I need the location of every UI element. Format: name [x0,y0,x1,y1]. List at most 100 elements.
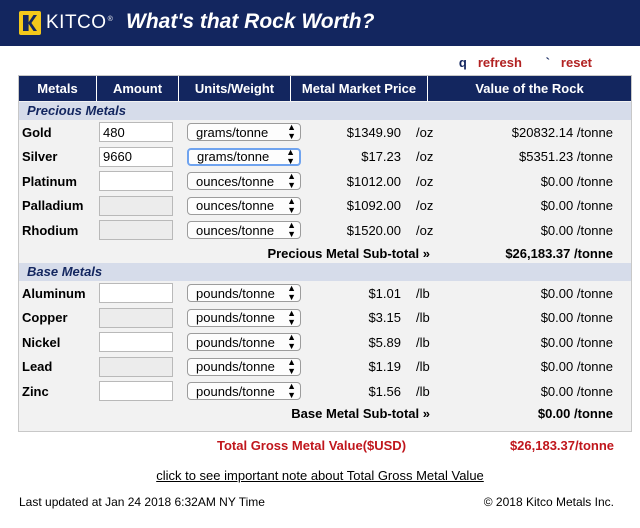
price-unit: /oz [416,149,434,164]
price-unit: /oz [416,198,434,213]
select-arrows-icon: ▲ ▼ [287,220,296,239]
unit-select-gold[interactable]: grams/tonne ▲ ▼ [187,123,301,141]
header-bar: KITCO® What's that Rock Worth? [0,0,640,46]
market-price: $1520.00 [346,222,401,238]
refresh-link[interactable]: q refresh [458,55,522,70]
amount-cell [99,194,173,218]
select-arrows-icon: ▲ ▼ [287,381,296,400]
select-arrows-icon: ▲ ▼ [287,307,296,327]
unit-select-zinc[interactable]: pounds/tonne ▲ ▼ [187,382,301,400]
unit-select-copper[interactable]: pounds/tonne ▲ ▼ [187,307,301,327]
amount-cell [99,281,173,305]
metal-name: Platinum [22,173,77,189]
market-price: $1092.00 [346,198,401,213]
section-precious-metals: Precious Metals [19,102,631,120]
action-links: q refresh ` reset [439,55,592,70]
metal-row-zinc: Zinc pounds/tonne ▲ ▼ $1.56/lb $0.00 /tonne [19,379,631,403]
unit-select-value: pounds/tonne [196,334,275,350]
important-note-link[interactable]: click to see important note about Total … [156,468,484,483]
market-price: $17.23 [361,149,401,164]
rock-value: $0.00 /tonne [540,222,613,238]
select-arrows-icon: ▲ ▼ [287,195,296,215]
metal-row-silver: Silver 9660 grams/tonne ▲ ▼ $17.23/oz $5351.23… [19,145,631,169]
col-amount: Amount [97,76,179,101]
price-unit: /oz [416,124,434,140]
metal-row-nickel: Nickel pounds/tonne ▲ ▼ $5.89/lb $0.00 /tonne [19,330,631,354]
amount-input-copper[interactable] [99,307,173,328]
metal-name: Zinc [22,383,49,399]
unit-cell: pounds/tonne ▲ ▼ [187,355,301,379]
metal-row-rhodium: Rhodium ounces/tonne ▲ ▼ $1520.00/oz $0.00 /t… [19,218,631,242]
market-price: $5.89 [368,334,401,350]
amount-cell [99,355,173,379]
unit-cell: pounds/tonne ▲ ▼ [187,306,301,330]
unit-cell: grams/tonne ▲ ▼ [187,120,301,144]
metal-name: Rhodium [22,222,79,238]
amount-input-lead[interactable] [99,356,173,377]
rock-value: $0.00 /tonne [540,310,613,325]
unit-select-rhodium[interactable]: ounces/tonne ▲ ▼ [187,221,301,239]
base-subtotal-label: Base Metal Sub-total » [291,405,430,421]
unit-select-value: pounds/tonne [196,285,275,301]
kitco-brand: KITCO® [46,12,114,33]
amount-input-zinc[interactable] [99,381,173,401]
select-arrows-icon: ▲ ▼ [287,356,296,376]
unit-cell: ounces/tonne ▲ ▼ [187,194,301,218]
unit-select-lead[interactable]: pounds/tonne ▲ ▼ [187,356,301,376]
market-price: $1349.90 [346,124,401,140]
rock-value: $0.00 /tonne [540,334,613,350]
amount-input-nickel[interactable] [99,332,173,352]
page-title: What's that Rock Worth? [126,10,375,33]
metal-row-gold: Gold 480 grams/tonne ▲ ▼ $1349.90/oz $20832.14… [19,120,631,144]
unit-select-aluminum[interactable]: pounds/tonne ▲ ▼ [187,284,301,302]
amount-cell [99,169,173,193]
unit-select-silver[interactable]: grams/tonne ▲ ▼ [187,147,301,166]
select-arrows-icon: ▲ ▼ [287,122,296,141]
unit-select-nickel[interactable]: pounds/tonne ▲ ▼ [187,333,301,351]
rock-value: $0.00 /tonne [540,359,613,374]
market-price: $3.15 [368,310,401,325]
rock-value: $20832.14 /tonne [511,124,613,140]
rock-value: $0.00 /tonne [540,285,613,301]
unit-select-value: pounds/tonne [196,310,275,325]
kitco-logo[interactable]: KITCO® [19,9,113,37]
metal-name: Gold [22,124,52,140]
unit-select-palladium[interactable]: ounces/tonne ▲ ▼ [187,195,301,215]
unit-select-platinum[interactable]: ounces/tonne ▲ ▼ [187,172,301,190]
amount-cell [99,379,173,403]
last-updated: Last updated at Jan 24 2018 6:32AM NY Ti… [19,495,265,509]
unit-select-value: pounds/tonne [196,383,275,399]
unit-select-value: ounces/tonne [196,173,275,189]
amount-input-gold[interactable]: 480 [99,122,173,142]
copyright: © 2018 Kitco Metals Inc. [483,495,614,509]
amount-input-silver[interactable]: 9660 [99,146,173,167]
col-value: Value of the Rock [428,76,631,101]
reset-link[interactable]: ` reset [545,55,592,70]
rock-value: $5351.23 /tonne [519,149,613,164]
price-unit: /oz [416,173,434,189]
unit-cell: pounds/tonne ▲ ▼ [187,379,301,403]
col-units: Units/Weight [179,76,291,101]
metal-name: Copper [22,310,68,325]
select-arrows-icon: ▲ ▼ [287,171,296,190]
amount-cell [99,330,173,354]
amount-input-palladium[interactable] [99,195,173,216]
metal-name: Lead [22,359,53,374]
price-unit: /lb [416,310,430,325]
reset-icon: ` [545,55,550,70]
price-unit: /lb [416,359,430,374]
base-subtotal-row: Base Metal Sub-total » $0.00 /tonne [19,402,631,424]
unit-cell: grams/tonne ▲ ▼ [187,145,301,169]
precious-subtotal-label: Precious Metal Sub-total » [267,245,430,261]
unit-select-value: ounces/tonne [196,198,275,213]
amount-input-aluminum[interactable] [99,283,173,303]
section-base-metals: Base Metals [19,263,631,281]
refresh-icon: q [458,55,467,70]
unit-cell: ounces/tonne ▲ ▼ [187,169,301,193]
amount-input-rhodium[interactable] [99,220,173,240]
amount-input-platinum[interactable] [99,171,173,191]
market-price: $1.19 [368,359,401,374]
kitco-logo-icon [19,11,41,35]
market-price: $1.01 [368,285,401,301]
table-header: Metals Amount Units/Weight Metal Market … [19,76,631,101]
